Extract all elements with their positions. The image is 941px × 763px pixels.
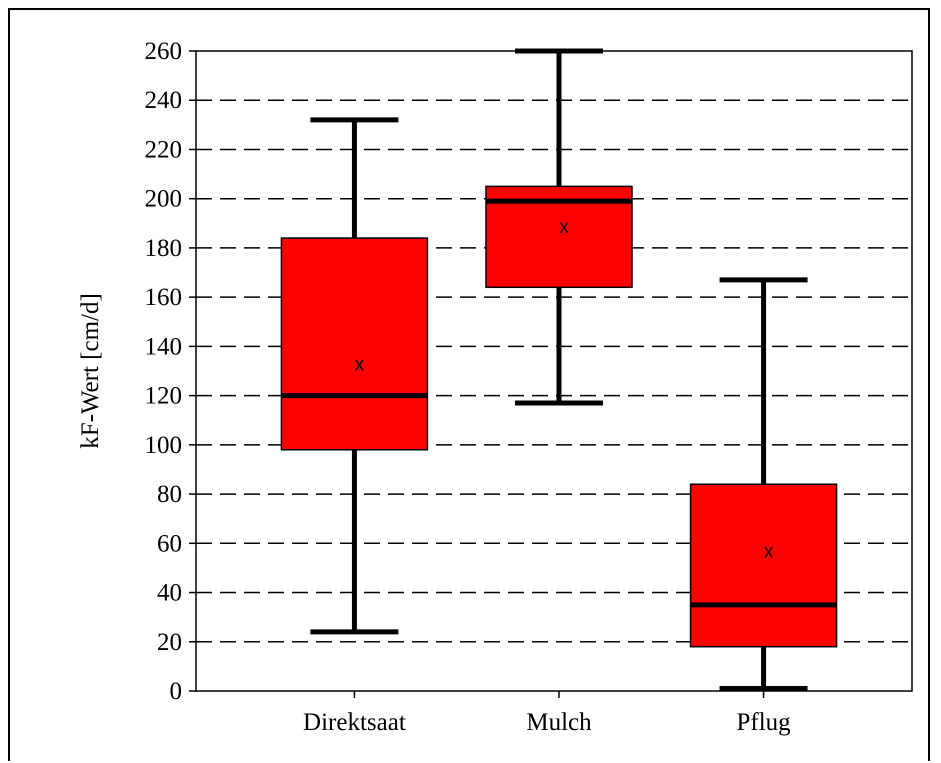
y-tick-label: 160 — [145, 284, 183, 311]
y-tick-label: 60 — [157, 530, 182, 557]
y-tick-label: 20 — [157, 629, 182, 656]
y-tick-label: 0 — [170, 678, 183, 705]
iqr-box — [689, 483, 838, 648]
x-axis: Direktsaat Mulch Pflug — [303, 691, 791, 736]
y-tick-label: 200 — [145, 186, 183, 213]
y-tick-label: 40 — [157, 580, 182, 607]
y-axis-title: kF-Wert [cm/d] — [77, 293, 104, 449]
plot-area-border — [195, 50, 913, 692]
chart-frame — [8, 8, 930, 761]
y-tick-label: 80 — [157, 481, 182, 508]
y-tick-label: 100 — [145, 432, 183, 459]
x-tick-label: Direktsaat — [303, 709, 406, 736]
box-pflug: x — [689, 277, 838, 692]
y-tick-label: 120 — [145, 383, 183, 410]
y-tick-label: 240 — [145, 87, 183, 114]
mean-marker: x — [764, 542, 774, 563]
y-tick-label: 260 — [145, 38, 183, 65]
mean-marker: x — [355, 355, 365, 376]
y-tick-label: 140 — [145, 333, 183, 360]
x-tick-label: Mulch — [526, 709, 592, 736]
y-tick-label: 220 — [145, 136, 183, 163]
x-tick-label: Pflug — [736, 709, 791, 736]
box-mulch: x — [485, 48, 633, 406]
y-axis: 0 20 40 60 80 100 120 140 160 180 200 220 240 260 — [145, 38, 196, 705]
box-direktsaat: x — [280, 117, 429, 635]
mean-marker: x — [559, 217, 569, 238]
y-tick-label: 180 — [145, 235, 183, 262]
box-series: x x x — [280, 48, 838, 692]
iqr-box — [280, 237, 429, 451]
